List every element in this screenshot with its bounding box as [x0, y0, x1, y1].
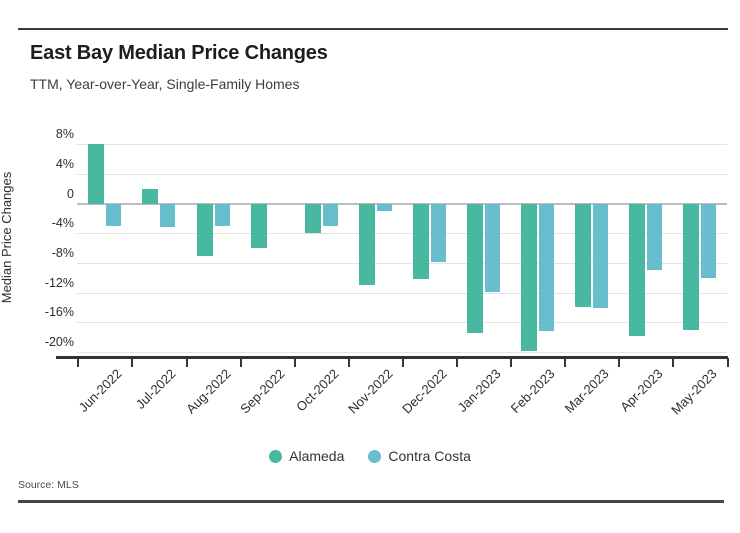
x-axis-tick — [618, 358, 621, 367]
x-axis-tick — [347, 358, 350, 367]
bar-contra-costa-mar-2023[interactable] — [593, 203, 609, 308]
bar-contra-costa-apr-2023[interactable] — [647, 203, 663, 270]
bar-alameda-oct-2022[interactable] — [304, 203, 321, 234]
x-axis-tick — [77, 358, 80, 367]
legend-label: Contra Costa — [388, 448, 471, 464]
top-divider — [18, 28, 728, 30]
legend-item-contra-costa: Contra Costa — [368, 448, 471, 464]
x-axis-tick — [131, 358, 134, 367]
bar-contra-costa-jan-2023[interactable] — [485, 203, 500, 292]
x-axis-tick — [456, 358, 458, 367]
bottom-divider — [18, 500, 724, 503]
bar-contra-costa-dec-2022[interactable] — [430, 203, 446, 262]
chart-title: East Bay Median Price Changes — [30, 42, 328, 64]
bar-alameda-aug-2022[interactable] — [196, 203, 213, 256]
gridline — [77, 144, 727, 146]
gridline — [77, 352, 727, 354]
bar-alameda-sep-2022[interactable] — [250, 203, 267, 249]
gridline — [77, 322, 727, 324]
bar-contra-costa-nov-2022[interactable] — [376, 203, 392, 212]
bar-contra-costa-may-2023[interactable] — [701, 203, 717, 278]
bar-alameda-nov-2022[interactable] — [358, 203, 375, 286]
y-tick-label: -12% — [44, 275, 74, 290]
x-axis-tick — [185, 358, 188, 367]
y-tick-label: -20% — [44, 335, 74, 350]
x-axis-tick — [510, 358, 513, 367]
source-note: Source: MLS — [18, 479, 79, 491]
legend-swatch-icon — [269, 449, 283, 463]
y-tick-label: 0 — [67, 186, 74, 201]
y-tick-label: -16% — [44, 305, 74, 320]
bar-contra-costa-aug-2022[interactable] — [214, 203, 230, 226]
x-axis-tick — [726, 358, 729, 367]
y-axis-title: Median Price Changes — [0, 171, 14, 304]
bar-alameda-apr-2023[interactable] — [629, 203, 646, 337]
x-axis-tick — [401, 358, 404, 367]
chart-legend: Alameda Contra Costa — [0, 448, 740, 464]
legend-item-alameda: Alameda — [269, 448, 344, 464]
x-axis-tick — [672, 358, 675, 367]
gridline — [77, 174, 727, 176]
bar-contra-costa-jul-2022[interactable] — [160, 203, 176, 227]
x-axis-tick — [293, 358, 296, 367]
chart-subtitle: TTM, Year-over-Year, Single-Family Homes — [30, 76, 300, 92]
x-axis-tick — [239, 358, 242, 367]
bar-alameda-may-2023[interactable] — [683, 203, 700, 330]
x-axis-tick — [564, 358, 567, 367]
bar-alameda-mar-2023[interactable] — [575, 203, 592, 307]
bar-contra-costa-feb-2023[interactable] — [539, 203, 555, 332]
y-tick-label: -4% — [51, 216, 74, 231]
gridline — [77, 233, 727, 235]
bar-alameda-jan-2023[interactable] — [467, 203, 483, 333]
bar-alameda-feb-2023[interactable] — [521, 203, 538, 351]
bar-contra-costa-jun-2022[interactable] — [106, 203, 122, 226]
y-tick-label: -8% — [51, 246, 74, 261]
bar-alameda-jul-2022[interactable] — [142, 188, 159, 204]
gridline — [77, 292, 727, 294]
bar-alameda-jun-2022[interactable] — [88, 144, 105, 204]
legend-label: Alameda — [289, 448, 345, 464]
x-axis-line — [56, 356, 728, 359]
legend-swatch-icon — [368, 449, 382, 463]
gridline — [77, 263, 727, 265]
bar-contra-costa-oct-2022[interactable] — [322, 203, 338, 226]
zero-gridline — [77, 202, 727, 205]
y-tick-label: 8% — [55, 127, 74, 142]
y-tick-label: 4% — [55, 157, 74, 172]
bar-alameda-dec-2022[interactable] — [412, 203, 429, 280]
